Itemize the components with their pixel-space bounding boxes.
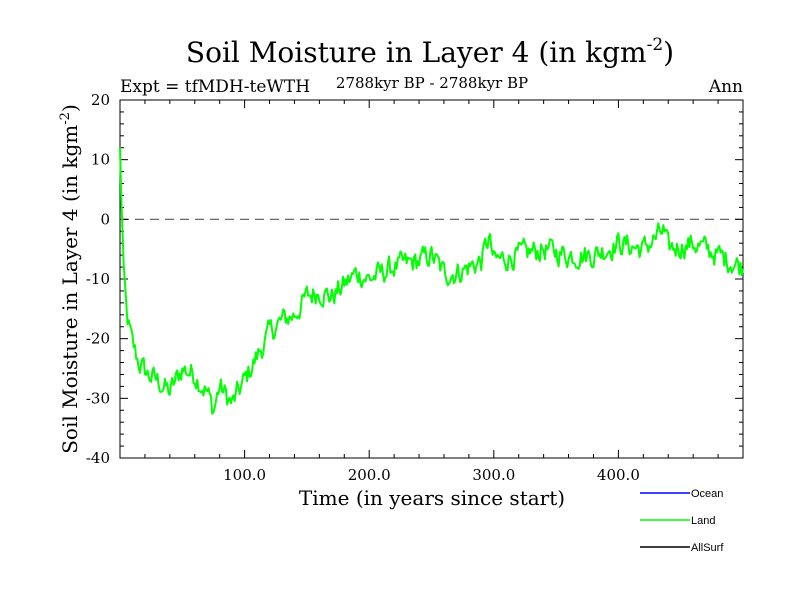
y-tick-label: 0 [100, 210, 110, 228]
x-tick-label: 400.0 [597, 466, 640, 484]
y-tick-label: -30 [86, 389, 110, 407]
y-axis-ticks: -40 -30 -20 -10 0 10 20 [86, 91, 743, 467]
x-tick-label: 300.0 [472, 466, 515, 484]
time-range-label: 2788kyr BP - 2788kyr BP [336, 74, 528, 92]
x-tick-label: 100.0 [223, 466, 266, 484]
x-tick-label: 200.0 [348, 466, 391, 484]
x-axis-ticks: 100.0 200.0 300.0 400.0 [144, 100, 719, 484]
y-tick-label: -20 [86, 330, 110, 348]
legend: Ocean Land AllSurf [640, 488, 724, 554]
y-tick-label: -40 [86, 449, 110, 467]
land-series-line [119, 147, 744, 415]
experiment-label: Expt = tfMDH-teWTH [120, 77, 310, 97]
legend-label-allsurf: AllSurf [691, 542, 724, 554]
y-axis-label: Soil Moisture in Layer 4 (in kgm-2) [58, 104, 82, 454]
chart-title: Soil Moisture in Layer 4 (in kgm-2) [186, 35, 674, 69]
legend-label-ocean: Ocean [691, 488, 723, 500]
y-tick-label: 20 [91, 91, 110, 109]
season-label: Ann [708, 77, 743, 97]
y-tick-label: -10 [86, 270, 110, 288]
plot-frame [119, 99, 744, 459]
legend-label-land: Land [691, 515, 715, 527]
y-tick-label: 10 [91, 151, 110, 169]
x-axis-label: Time (in years since start) [299, 486, 565, 510]
